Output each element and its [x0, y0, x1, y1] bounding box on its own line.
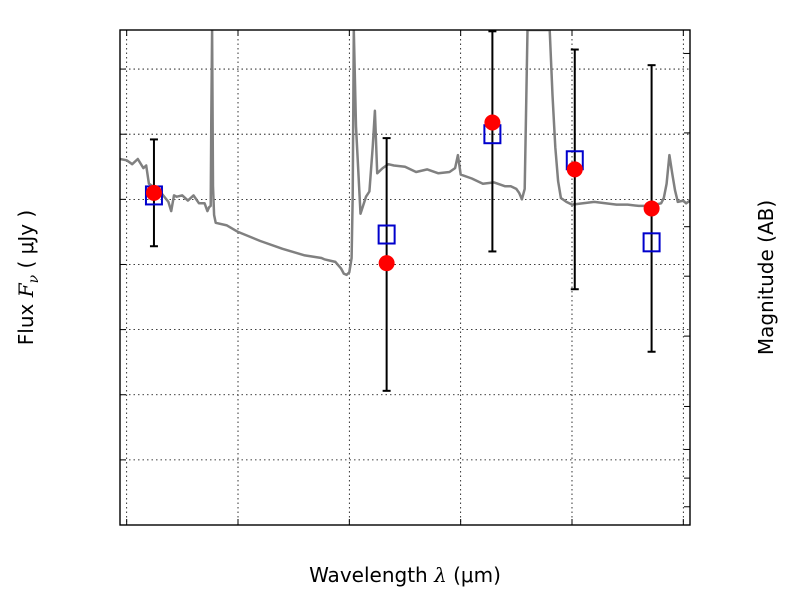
- axes-frame: [119, 29, 691, 526]
- plot-area: [120, 30, 690, 392]
- axis-ticks: [120, 30, 684, 526]
- y-axis-label: Flux Fν ( μJy ): [14, 210, 42, 345]
- model-photometry-square: [642, 232, 661, 253]
- model-photometry-square: [377, 224, 396, 245]
- observed-flux-point: [566, 161, 583, 178]
- x-axis-label: Wavelength λ (μm): [309, 563, 501, 587]
- observed-flux-point: [643, 200, 660, 217]
- observed-flux-point: [145, 184, 162, 201]
- y2-axis-label: Magnitude (AB): [754, 200, 778, 355]
- observed-flux-point: [378, 255, 395, 272]
- grid-lines: [120, 30, 690, 526]
- model-spectrum-line: [120, 30, 690, 277]
- y2-axis: [684, 52, 690, 508]
- observed-flux-point: [484, 114, 501, 131]
